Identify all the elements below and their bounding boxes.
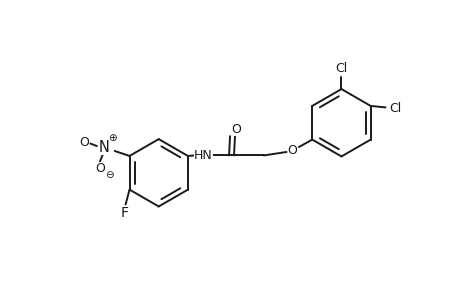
Text: O: O bbox=[95, 162, 105, 175]
Text: HN: HN bbox=[194, 149, 212, 162]
Text: Cl: Cl bbox=[388, 102, 401, 115]
Text: Cl: Cl bbox=[335, 62, 347, 75]
Text: O: O bbox=[231, 123, 241, 136]
Text: ⊕: ⊕ bbox=[107, 133, 116, 142]
Text: O: O bbox=[287, 144, 297, 157]
Text: N: N bbox=[98, 140, 109, 155]
Text: ⊖: ⊖ bbox=[105, 170, 114, 180]
Text: O: O bbox=[79, 136, 89, 149]
Text: F: F bbox=[120, 206, 129, 220]
